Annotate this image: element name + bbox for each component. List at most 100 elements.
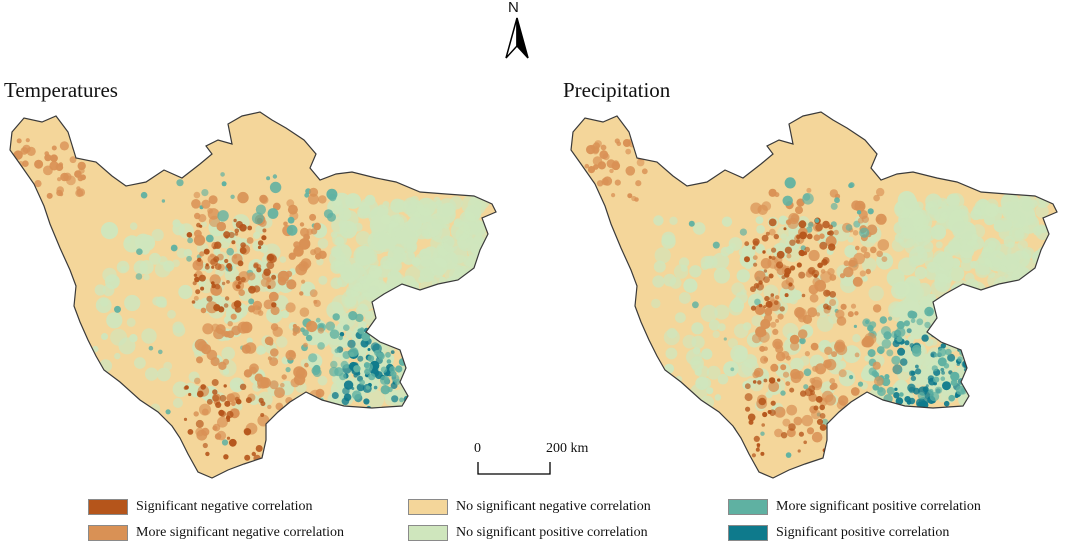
correlation-patch [947,308,956,318]
correlation-patch [1002,330,1016,344]
correlation-patch [268,291,279,302]
correlation-patch [267,208,279,219]
correlation-patch [134,357,146,369]
correlation-patch [843,266,854,278]
correlation-patch [359,379,366,386]
correlation-patch [965,314,982,331]
correlation-patch [201,408,209,416]
correlation-patch [763,305,767,309]
correlation-patch [808,284,819,295]
correlation-patch [312,432,318,439]
correlation-patch [950,371,960,382]
correlation-patch [416,197,436,217]
correlation-patch [396,309,416,329]
correlation-patch [230,194,235,199]
correlation-patch [114,352,121,360]
correlation-patch [964,302,976,313]
correlation-patch [903,194,917,209]
correlation-patch [26,146,36,156]
correlation-patch [425,352,443,370]
correlation-patch [924,306,934,317]
correlation-patch [280,382,285,388]
correlation-patch [420,301,429,310]
correlation-patch [255,204,266,215]
correlation-patch [974,314,988,327]
correlation-patch [468,374,477,383]
correlation-patch [915,398,926,408]
correlation-patch [786,404,798,416]
correlation-patch [338,335,343,341]
correlation-patch [803,368,812,377]
correlation-patch [1017,297,1032,312]
correlation-patch [981,391,993,403]
correlation-patch [949,329,959,340]
correlation-patch [381,305,400,324]
correlation-patch [425,287,435,298]
correlation-patch [399,407,404,412]
correlation-patch [276,336,288,348]
correlation-patch [363,362,370,368]
correlation-patch [428,379,442,393]
correlation-patch [1035,354,1044,363]
correlation-patch [129,222,138,230]
correlation-patch [334,348,340,354]
correlation-patch [1027,349,1037,359]
correlation-patch [730,367,735,372]
correlation-patch [390,329,397,336]
correlation-patch [387,323,406,341]
correlation-patch [193,295,199,301]
correlation-patch [600,144,607,151]
correlation-patch [752,238,760,246]
correlation-patch [213,328,225,340]
correlation-patch [114,305,121,313]
correlation-patch [727,338,738,349]
correlation-patch [907,383,916,392]
correlation-patch [964,338,968,343]
correlation-patch [744,256,750,263]
correlation-patch [742,322,752,331]
correlation-patch [308,353,318,363]
correlation-patch [907,286,923,302]
correlation-patch [375,233,394,253]
correlation-patch [463,313,475,325]
correlation-patch [267,404,272,410]
correlation-patch [260,401,266,407]
correlation-patch [76,144,82,150]
correlation-patch [891,355,901,365]
correlation-patch [713,267,730,284]
correlation-patch [813,405,819,411]
correlation-patch [191,300,196,304]
correlation-patch [230,313,237,320]
correlation-patch [928,388,934,394]
correlation-patch [389,328,395,334]
correlation-patch [973,366,981,374]
correlation-patch [753,435,760,442]
correlation-patch [1022,347,1035,359]
correlation-patch [1020,355,1034,369]
correlation-patch [954,319,968,333]
legend: Significant negative correlation More si… [88,496,1028,544]
correlation-patch [281,374,287,380]
correlation-patch [764,295,770,302]
correlation-patch [861,394,871,405]
correlation-patch [708,319,720,331]
correlation-patch [224,235,229,239]
correlation-patch [784,177,796,189]
correlation-patch [984,289,992,297]
correlation-patch [233,300,242,308]
correlation-patch [687,400,693,406]
correlation-patch [336,379,347,390]
correlation-patch [126,317,136,327]
correlation-patch [768,255,772,259]
correlation-patch [1022,247,1035,260]
correlation-patch [1012,367,1026,381]
correlation-patch [331,216,349,235]
correlation-patch [804,246,810,253]
correlation-patch [431,331,440,339]
correlation-patch [770,293,775,297]
correlation-patch [394,302,409,317]
correlation-patch [237,191,249,204]
correlation-patch [906,328,912,334]
correlation-patch [385,316,393,323]
correlation-patch [208,195,218,205]
